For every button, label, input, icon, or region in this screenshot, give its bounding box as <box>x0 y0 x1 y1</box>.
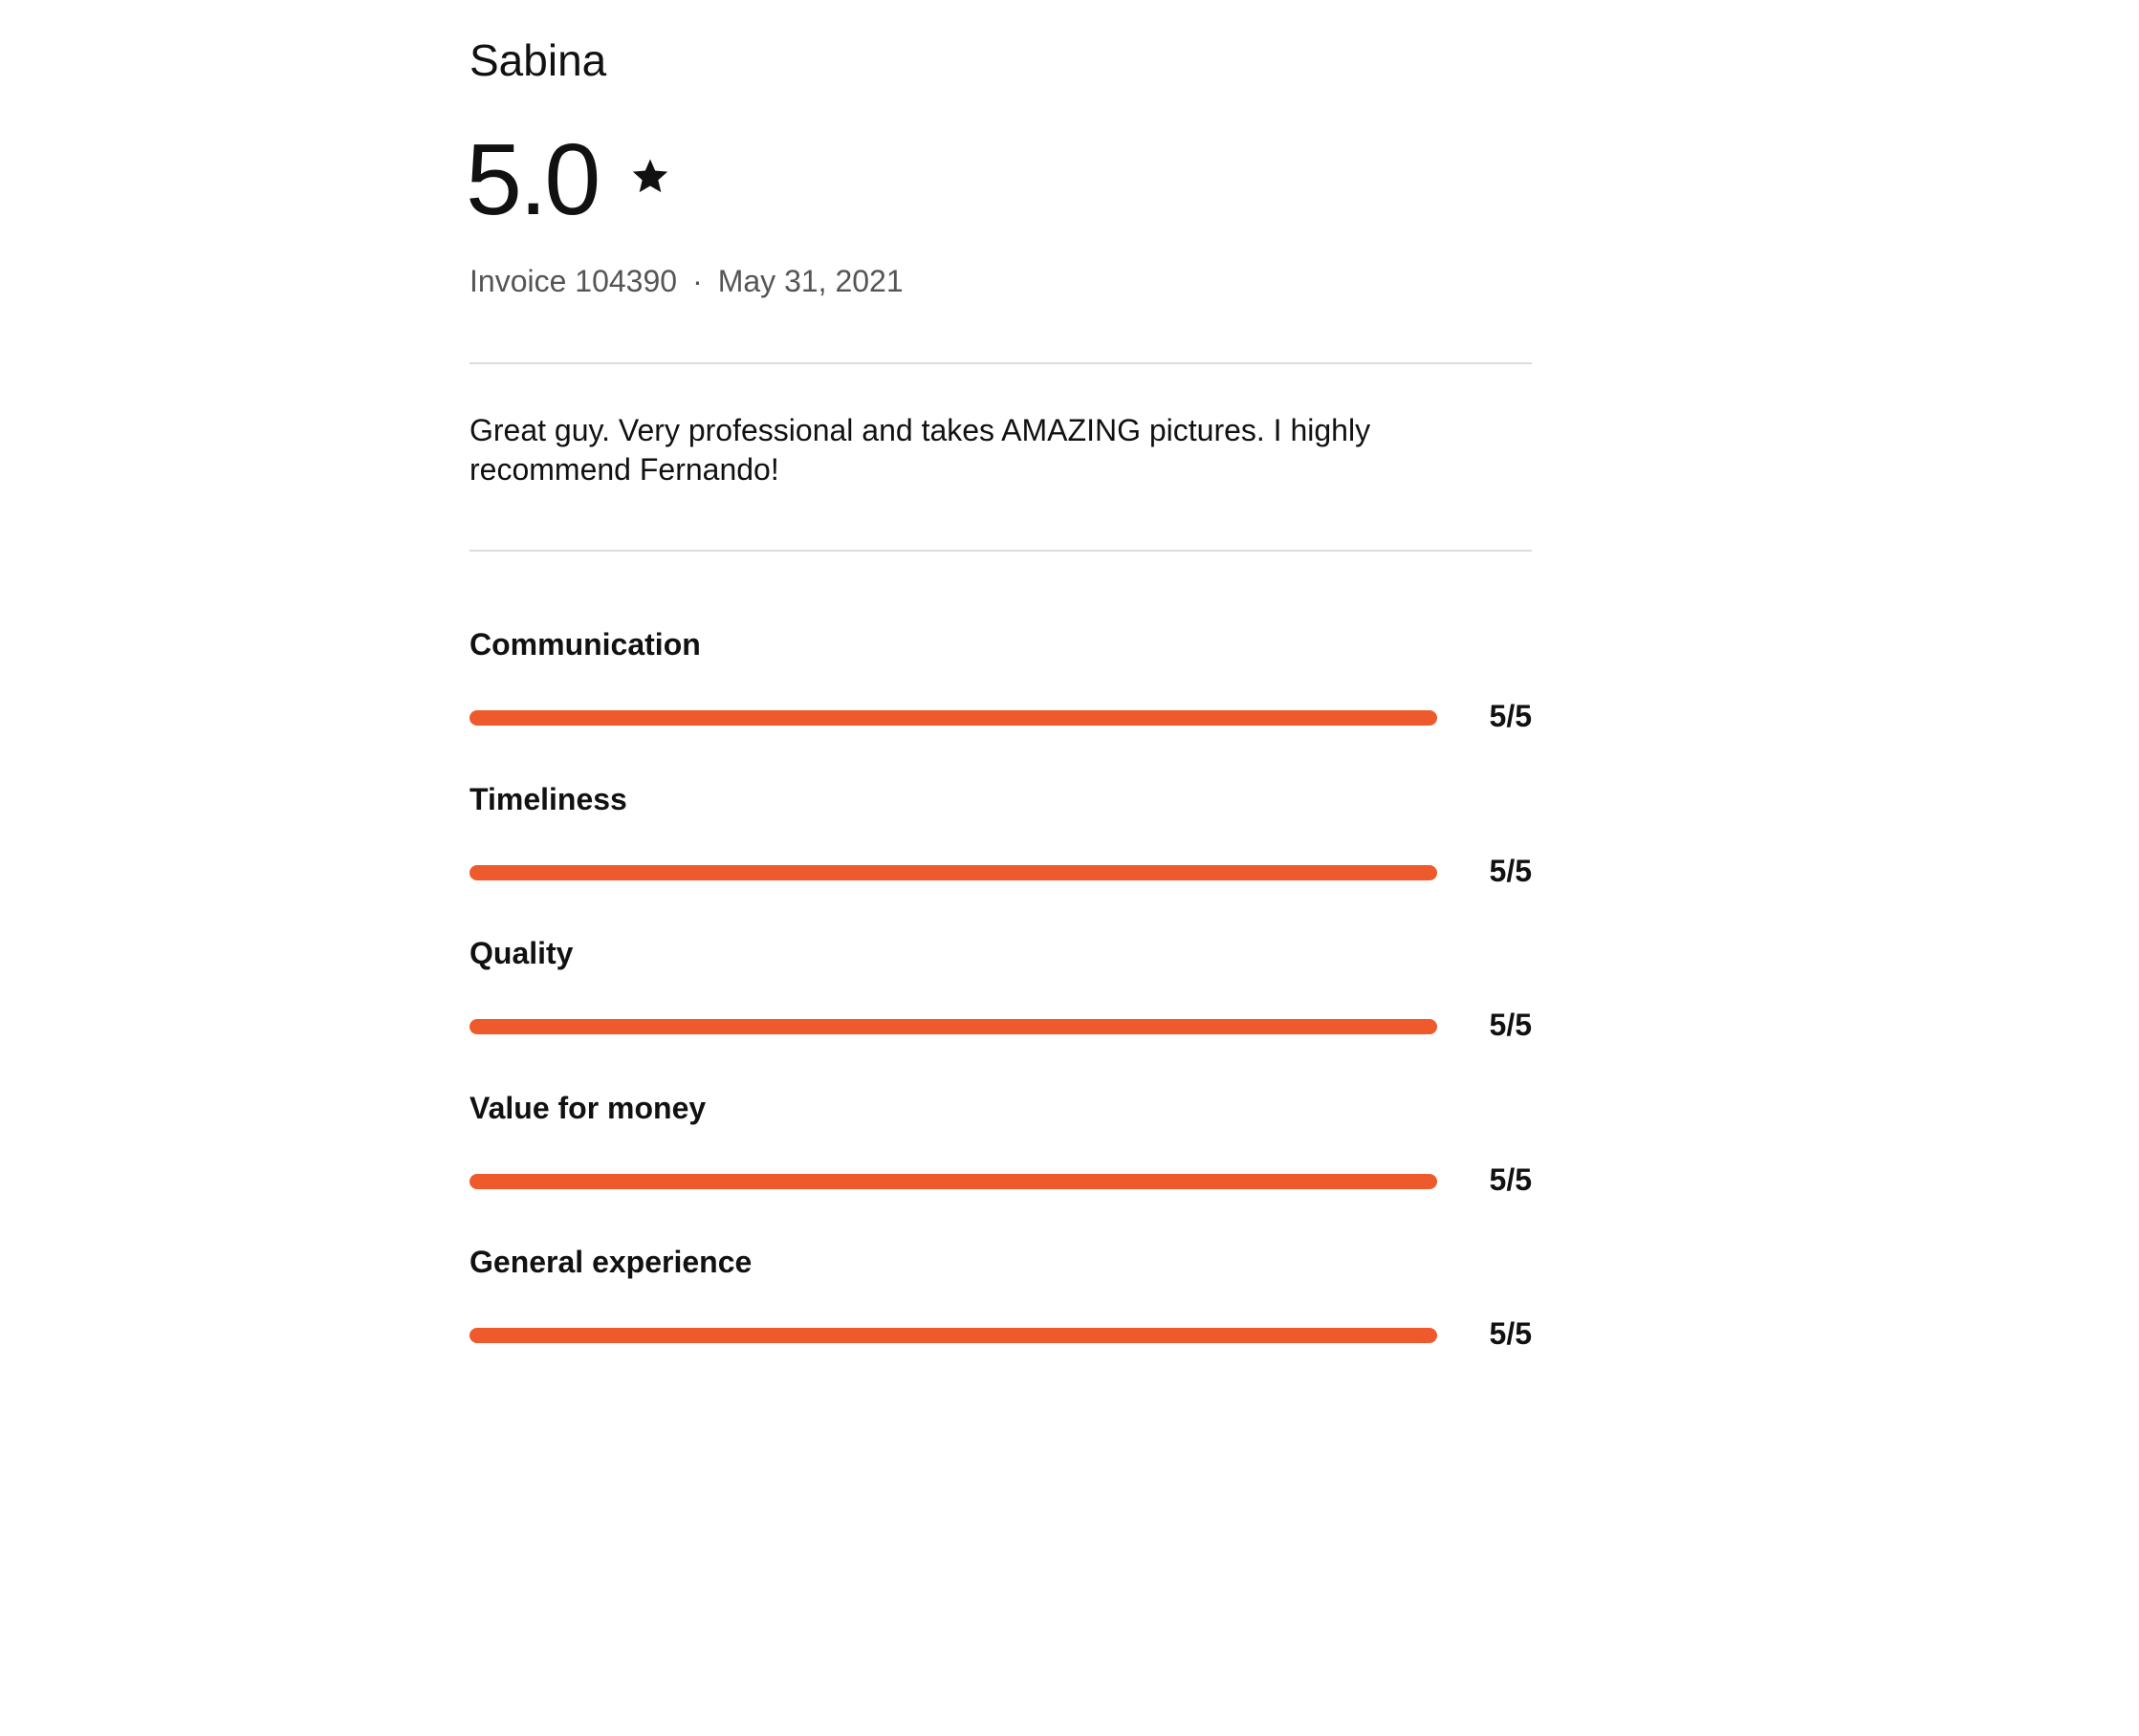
overall-rating: 5.0 <box>466 123 600 236</box>
rating-value: 5/5 <box>1489 699 1532 733</box>
review-meta: Invoice 104390 · May 31, 2021 <box>469 264 904 299</box>
date: May 31, 2021 <box>717 264 904 298</box>
rating-bar <box>469 1019 1437 1034</box>
rating-track <box>469 1019 1437 1034</box>
rating-bar <box>469 864 1437 880</box>
rating-label: Timeliness <box>469 781 627 816</box>
rating-label: Value for money <box>469 1090 707 1125</box>
rating-value: 5/5 <box>1489 853 1532 888</box>
rating-label: Communication <box>469 627 701 662</box>
star-icon <box>632 159 668 193</box>
rating-bar <box>469 710 1437 726</box>
rating-bar <box>469 1173 1437 1189</box>
rating-value: 5/5 <box>1489 1008 1532 1042</box>
rating-track <box>469 1328 1437 1343</box>
reviewer-name: Sabina <box>469 35 607 85</box>
rating-label: Quality <box>469 936 574 970</box>
rating-track <box>469 710 1437 726</box>
rating-track <box>469 864 1437 880</box>
rating-label: General experience <box>469 1245 753 1279</box>
review-text: Great guy. Very professional and takes A… <box>469 413 1371 487</box>
rating-bar <box>469 1328 1437 1343</box>
invoice: Invoice 104390 <box>469 264 678 298</box>
divider <box>469 550 1532 552</box>
rating-value: 5/5 <box>1489 1316 1532 1351</box>
rating-track <box>469 1173 1437 1189</box>
divider <box>469 362 1532 364</box>
rating-value: 5/5 <box>1489 1161 1532 1197</box>
separator: · <box>692 264 703 298</box>
